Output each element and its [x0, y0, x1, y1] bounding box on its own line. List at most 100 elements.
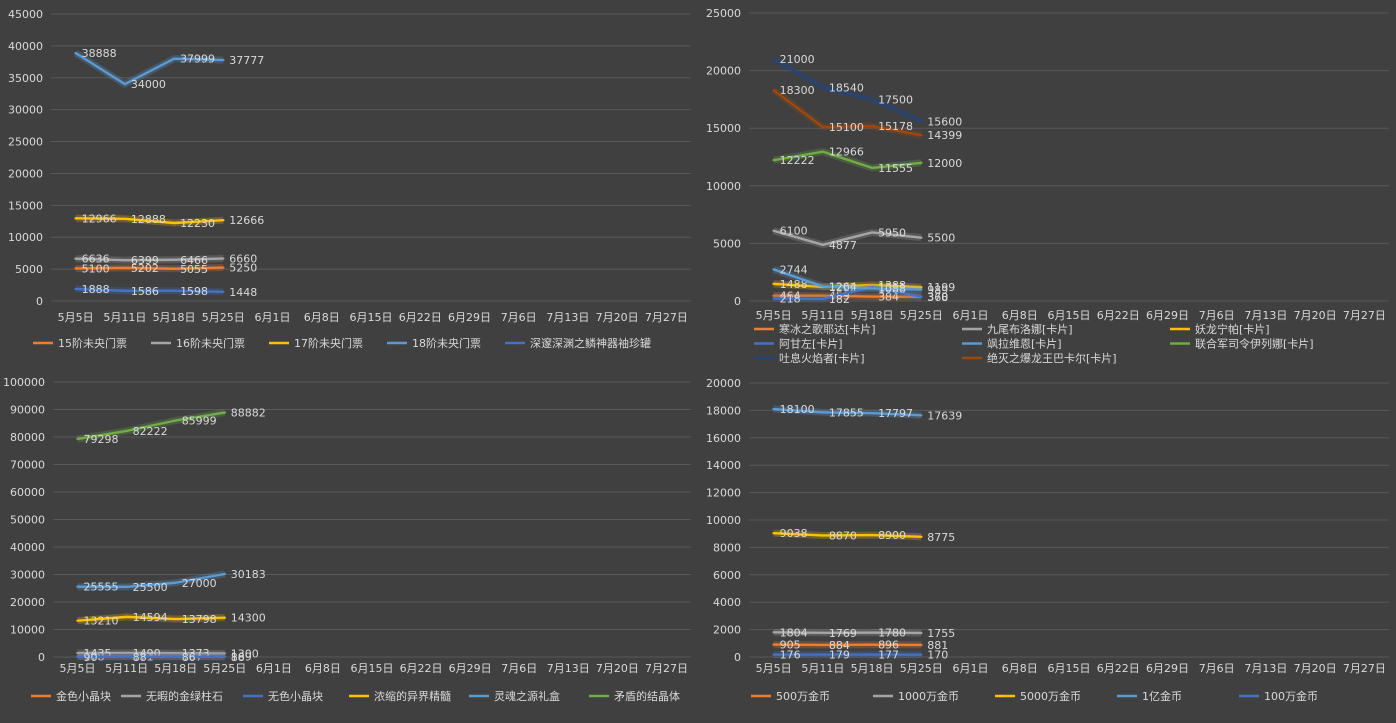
- series-100m-gold-line: [772, 407, 923, 417]
- legend-label: 金色小晶块: [56, 689, 111, 703]
- legend: 寒冰之歌耶达[卡片] 九尾布洛娜[卡片] 妖龙宁帕[卡片] 阿甘左[卡片] 飒拉维恩[卡…: [754, 322, 1314, 365]
- legend-label: 100万金币: [1264, 689, 1318, 703]
- x-tick-label: 5月25日: [900, 309, 943, 322]
- legend-item: 18阶未央门票: [387, 336, 481, 350]
- legend-item: 1亿金币: [1117, 689, 1182, 703]
- x-tick-label: 6月1日: [953, 309, 989, 322]
- x-tick-label: 7月27日: [645, 662, 688, 675]
- data-label: 13798: [182, 613, 217, 626]
- legend: 金色小晶块 无暇的金绿柱石 无色小晶块 浓缩的异界精髓 灵魂之源礼盒 矛盾的结晶体: [31, 689, 680, 703]
- series-irena-card: 12222 12966 11555 12000: [772, 146, 962, 175]
- series-10m-gold-line: [772, 631, 923, 635]
- series-5m-gold: 905 884 896 881: [772, 639, 948, 652]
- x-tick-label: 5月11日: [103, 311, 146, 324]
- data-label: 881: [927, 639, 948, 652]
- legend-item: 九尾布洛娜[卡片]: [962, 322, 1073, 336]
- x-tick-label: 7月20日: [596, 662, 639, 675]
- series-bulona-card-line: [772, 229, 923, 247]
- y-tick-label: 50000: [10, 514, 45, 527]
- y-tick-label: 20000: [706, 377, 741, 390]
- data-label: 5055: [180, 263, 208, 276]
- data-label: 1448: [229, 286, 257, 299]
- data-label: 14300: [231, 612, 266, 625]
- series-condensed-essence-line: [76, 615, 226, 622]
- chart-tickets: 0 5000 10000 15000 20000 25000 30000 35000 40000…: [8, 8, 691, 350]
- data-label: 905: [780, 639, 801, 652]
- y-tick-label: 10000: [706, 514, 741, 527]
- series-ningpa-card-line: [772, 282, 923, 289]
- series-flame-breather-card-line: [772, 57, 923, 123]
- legend-item: 1000万金币: [873, 689, 959, 703]
- legend-item: 寒冰之歌耶达[卡片]: [754, 322, 876, 336]
- data-label: 6100: [780, 225, 808, 238]
- series-50m-gold: 9038 8870 8900 8775: [772, 527, 955, 544]
- chart-gold: 0 2000 4000 6000 8000 10000 12000 14000 16000 180…: [706, 377, 1389, 703]
- x-tick-label: 6月1日: [256, 662, 292, 675]
- data-label: 18300: [780, 84, 815, 97]
- data-label: 9038: [780, 527, 808, 540]
- x-tick-label: 5月25日: [900, 662, 943, 675]
- y-tick-label: 100000: [3, 376, 45, 389]
- data-label: 5950: [878, 226, 906, 239]
- legend-item: 绝灭之爆龙王巴卡尔[卡片]: [962, 351, 1117, 365]
- x-tick-label: 7月13日: [1244, 309, 1287, 322]
- series-flame-breather-card: 21000 18540 17500 15600: [771, 53, 962, 128]
- series-100m-gold: 18100 17855 17797 17639: [772, 403, 962, 422]
- x-tick-label: 6月15日: [1048, 662, 1091, 675]
- data-label: 79298: [84, 433, 119, 446]
- legend-label: 阿甘左[卡片]: [779, 338, 843, 351]
- legend-label: 九尾布洛娜[卡片]: [987, 322, 1073, 336]
- data-label: 1199: [927, 281, 955, 294]
- x-tick-label: 5月18日: [851, 662, 894, 675]
- legend-label: 16阶未央门票: [176, 336, 245, 350]
- data-label: 1488: [780, 278, 808, 291]
- data-label: 34000: [131, 78, 166, 91]
- x-tick-label: 5月18日: [153, 311, 196, 324]
- data-label: 17855: [829, 406, 864, 419]
- legend-item: 500万金币: [751, 689, 830, 703]
- legend-item: 矛盾的结晶体: [589, 689, 680, 703]
- series-15-ticket: 5100 5202 5055 5250: [74, 262, 257, 276]
- x-tick-label: 5月11日: [105, 662, 148, 675]
- legend-label: 1亿金币: [1142, 689, 1182, 703]
- data-label: 884: [829, 639, 850, 652]
- y-tick-label: 10000: [10, 624, 45, 637]
- data-label: 179: [829, 649, 850, 662]
- data-label: 1264: [829, 280, 857, 293]
- y-tick-label: 15000: [706, 122, 741, 135]
- series-agzo-card-line: [772, 285, 923, 301]
- chart-panel-cards: 0 5000 10000 15000 20000 25000 5月5日 5月11日 5月18日 5…: [699, 1, 1395, 368]
- series-bulona-card: 6100 4877 5950 5500: [772, 225, 955, 252]
- x-tick-label: 6月15日: [351, 662, 394, 675]
- data-label: 17500: [878, 93, 913, 106]
- data-label: 82222: [133, 425, 168, 438]
- series-chrysoberyl-line: [76, 651, 226, 655]
- legend-item: 15阶未央门票: [33, 336, 127, 350]
- y-tick-label: 35000: [8, 72, 43, 85]
- data-label: 30183: [231, 568, 266, 581]
- legend-item: 100万金币: [1239, 689, 1318, 703]
- y-tick-label: 30000: [10, 569, 45, 582]
- legend-item: 灵魂之源礼盒: [469, 689, 560, 703]
- series-50m-gold-line: [772, 531, 923, 538]
- y-tick-label: 20000: [10, 596, 45, 609]
- y-tick-label: 25000: [706, 7, 741, 20]
- series-16-ticket-line: [74, 257, 225, 262]
- series-1m-gold: 176 179 177 170: [772, 649, 948, 662]
- data-label: 11555: [878, 162, 913, 175]
- data-label: 896: [878, 639, 899, 652]
- legend-item: 无色小晶块: [243, 689, 323, 703]
- legend-item: 妖龙宁帕[卡片]: [1170, 322, 1270, 336]
- data-label: 14399: [927, 129, 962, 142]
- legend: 500万金币 1000万金币 5000万金币 1亿金币 100万金币: [751, 689, 1318, 703]
- data-label: 25555: [84, 581, 119, 594]
- legend-label: 灵魂之源礼盒: [494, 689, 560, 703]
- data-label: 169: [231, 651, 252, 664]
- x-tick-label: 5月5日: [756, 309, 792, 322]
- data-label: 14594: [133, 611, 168, 624]
- data-label: 1586: [131, 285, 159, 298]
- legend-label: 矛盾的结晶体: [614, 689, 680, 703]
- series-colorless-crystal: 90 88 86 88: [76, 651, 245, 664]
- y-tick-label: 0: [38, 651, 45, 664]
- series-15-ticket-line: [74, 266, 225, 270]
